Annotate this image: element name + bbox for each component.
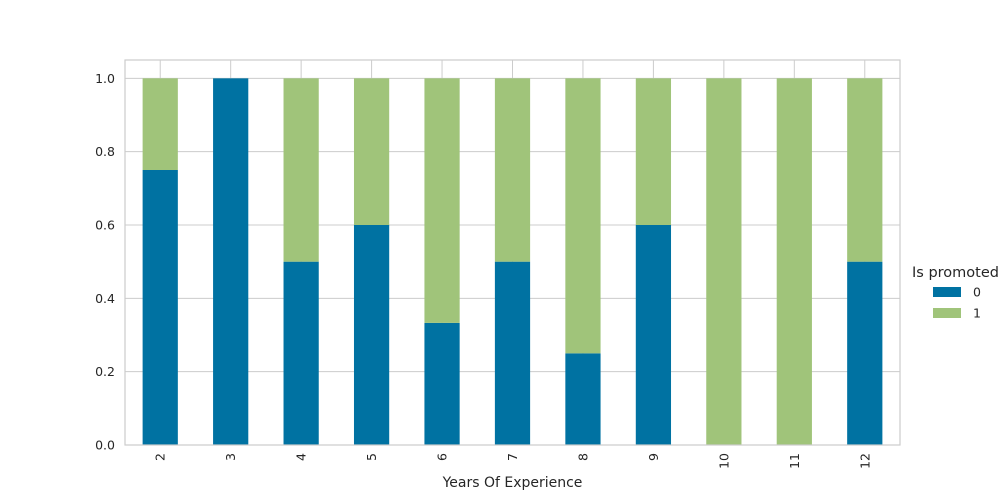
bar-series-0-8 — [565, 353, 601, 445]
legend-label-0: 0 — [973, 285, 981, 300]
bar-series-1-4 — [283, 78, 319, 262]
bar-series-1-11 — [776, 78, 812, 445]
bar-series-1-10 — [706, 78, 742, 445]
y-tick-label: 0.2 — [95, 364, 115, 379]
y-tick-label: 1.0 — [95, 71, 115, 86]
legend-title: Is promoted — [912, 265, 999, 281]
plot-frame — [124, 59, 901, 446]
y-tick-label: 0.6 — [95, 218, 115, 233]
legend-label-1: 1 — [973, 306, 981, 321]
bar-series-1-8 — [565, 78, 601, 354]
bar-series-0-6 — [424, 322, 460, 445]
legend-swatch-1 — [933, 308, 961, 318]
bar-series-0-7 — [494, 261, 531, 445]
bar-series-0-3 — [213, 78, 249, 445]
x-tick-label: 10 — [716, 453, 731, 469]
x-tick-label: 8 — [575, 453, 590, 461]
bar-series-1-5 — [353, 78, 390, 225]
x-tick-label: 3 — [223, 453, 238, 461]
bar-series-0-2 — [142, 170, 178, 445]
x-tick-label: 6 — [435, 453, 450, 461]
x-tick-label: 4 — [294, 453, 309, 461]
x-tick-label: 7 — [505, 453, 520, 461]
bar-series-1-6 — [424, 78, 460, 323]
legend: Is promoted 0 1 — [912, 265, 999, 321]
bar-series-1-9 — [635, 78, 672, 225]
bar-series-1-2 — [142, 78, 178, 170]
x-axis-ticks: 2 3 4 5 6 7 8 9 10 11 12 — [153, 453, 873, 469]
y-tick-label: 0.0 — [95, 438, 115, 453]
bar-series-1-12 — [847, 78, 883, 262]
y-tick-label: 0.8 — [95, 144, 115, 159]
x-tick-label: 9 — [646, 453, 661, 461]
bar-series-0-5 — [353, 225, 390, 445]
bar-series-0-9 — [635, 225, 672, 445]
x-tick-label: 11 — [787, 453, 802, 469]
x-tick-label: 5 — [364, 453, 379, 461]
x-axis-label: Years Of Experience — [442, 475, 583, 491]
bar-series-0-4 — [283, 261, 319, 445]
bars — [142, 78, 883, 445]
bar-series-1-7 — [494, 78, 531, 262]
legend-swatch-0 — [933, 287, 961, 297]
x-tick-label: 2 — [153, 453, 168, 461]
y-axis-ticks: 0.0 0.2 0.4 0.6 0.8 1.0 — [95, 71, 115, 453]
y-tick-label: 0.4 — [95, 291, 115, 306]
bar-series-0-12 — [847, 261, 883, 445]
x-tick-label: 12 — [857, 453, 872, 469]
